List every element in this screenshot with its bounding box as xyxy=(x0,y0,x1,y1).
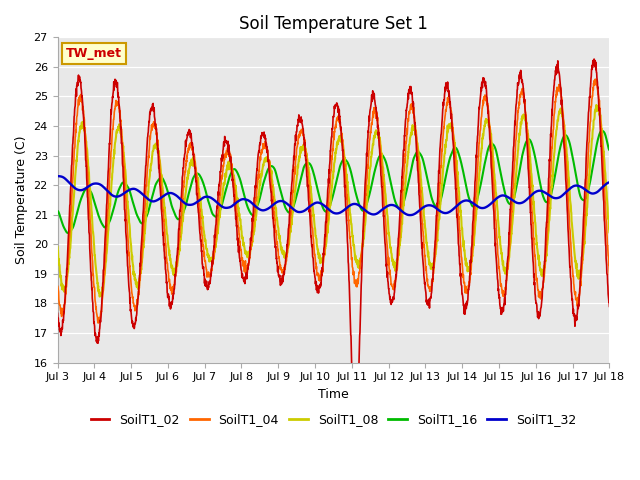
SoilT1_04 xyxy=(572,297,580,303)
SoilT1_08 xyxy=(362,217,369,223)
Title: Soil Temperature Set 1: Soil Temperature Set 1 xyxy=(239,15,428,33)
SoilT1_08 xyxy=(494,216,502,222)
SoilT1_08 xyxy=(96,294,104,300)
SoilT1_16 xyxy=(605,147,613,153)
SoilT1_04 xyxy=(208,268,216,274)
SoilT1_04 xyxy=(362,191,369,197)
SoilT1_32 xyxy=(54,173,61,179)
SoilT1_04 xyxy=(592,76,600,82)
SoilT1_32 xyxy=(349,201,357,207)
SoilT1_16 xyxy=(208,209,216,215)
SoilT1_32 xyxy=(557,194,564,200)
SoilT1_08 xyxy=(557,109,564,115)
SoilT1_02 xyxy=(590,56,598,62)
Y-axis label: Soil Temperature (C): Soil Temperature (C) xyxy=(15,136,28,264)
Line: SoilT1_04: SoilT1_04 xyxy=(58,79,609,323)
SoilT1_08 xyxy=(572,265,580,271)
SoilT1_08 xyxy=(208,255,216,261)
SoilT1_02 xyxy=(494,281,502,287)
Text: TW_met: TW_met xyxy=(66,47,122,60)
SoilT1_16 xyxy=(494,156,502,162)
SoilT1_02 xyxy=(557,85,564,91)
SoilT1_16 xyxy=(598,128,606,134)
SoilT1_04 xyxy=(94,320,102,326)
Line: SoilT1_32: SoilT1_32 xyxy=(58,176,609,215)
SoilT1_08 xyxy=(605,229,613,235)
Line: SoilT1_08: SoilT1_08 xyxy=(58,105,609,297)
SoilT1_04 xyxy=(605,271,613,277)
SoilT1_16 xyxy=(349,181,357,187)
X-axis label: Time: Time xyxy=(318,388,349,401)
SoilT1_16 xyxy=(64,230,72,236)
SoilT1_32 xyxy=(605,180,613,185)
SoilT1_32 xyxy=(572,183,580,189)
SoilT1_02 xyxy=(362,173,369,179)
SoilT1_16 xyxy=(362,204,369,210)
SoilT1_08 xyxy=(54,244,61,250)
SoilT1_02 xyxy=(54,311,61,316)
Line: SoilT1_02: SoilT1_02 xyxy=(58,59,609,433)
SoilT1_02 xyxy=(351,430,358,436)
Line: SoilT1_16: SoilT1_16 xyxy=(58,131,609,233)
SoilT1_08 xyxy=(593,102,600,108)
SoilT1_32 xyxy=(494,194,502,200)
SoilT1_32 xyxy=(406,212,414,218)
SoilT1_02 xyxy=(207,267,215,273)
SoilT1_32 xyxy=(207,195,215,201)
SoilT1_16 xyxy=(54,208,61,214)
SoilT1_16 xyxy=(572,174,580,180)
SoilT1_04 xyxy=(54,283,61,289)
SoilT1_08 xyxy=(349,243,357,249)
SoilT1_04 xyxy=(349,269,357,275)
Legend: SoilT1_02, SoilT1_04, SoilT1_08, SoilT1_16, SoilT1_32: SoilT1_02, SoilT1_04, SoilT1_08, SoilT1_… xyxy=(86,408,581,431)
SoilT1_16 xyxy=(557,142,564,148)
SoilT1_02 xyxy=(605,303,613,309)
SoilT1_02 xyxy=(349,397,357,403)
SoilT1_04 xyxy=(494,252,502,258)
SoilT1_02 xyxy=(572,318,580,324)
SoilT1_32 xyxy=(362,207,369,213)
SoilT1_04 xyxy=(557,87,564,93)
